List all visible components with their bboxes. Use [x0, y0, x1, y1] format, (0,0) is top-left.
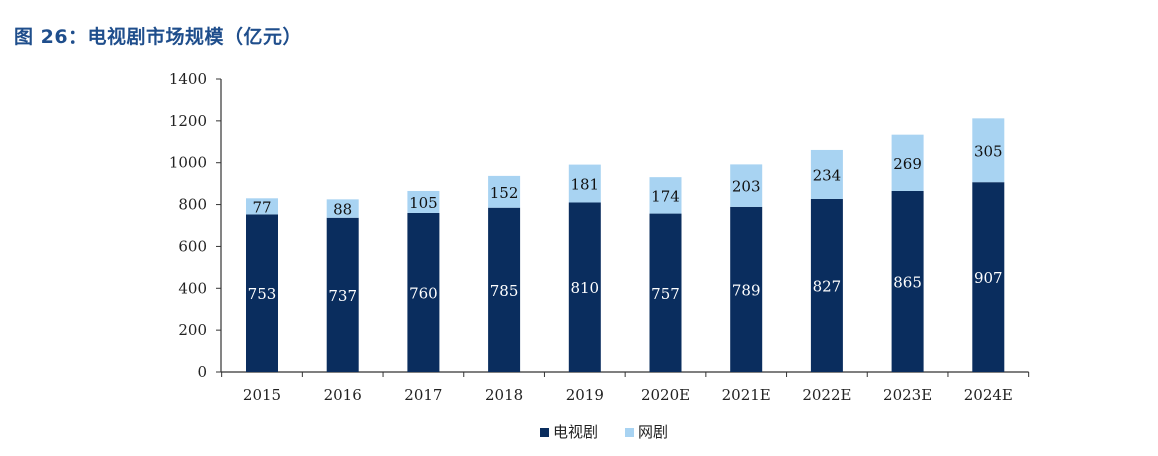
x-tick-label: 2019	[566, 386, 604, 404]
label-web-value: 105	[409, 194, 438, 212]
label-tv-value: 753	[248, 285, 277, 303]
bar-web	[972, 118, 1005, 183]
legend-swatch-tv	[540, 428, 549, 437]
label-tv-value: 789	[732, 281, 761, 299]
label-tv-value: 907	[974, 269, 1003, 287]
bar-web	[568, 164, 601, 203]
label-tv-value: 865	[893, 273, 922, 291]
bars	[246, 118, 1005, 372]
y-tick-label: 800	[178, 196, 207, 214]
bar-web	[488, 175, 521, 208]
label-tv-value: 827	[813, 277, 842, 295]
bar-tv	[246, 214, 278, 372]
y-tick-label: 200	[178, 321, 207, 339]
bar-tv	[407, 212, 440, 372]
axes: 0 200 400 600 800 1000 1200 1400 2015 2016 2017 201…	[169, 70, 1030, 404]
bar-web	[730, 164, 763, 207]
y-tick-label: 1400	[169, 70, 207, 88]
bar-web	[649, 177, 682, 214]
label-web-value: 152	[490, 184, 519, 202]
label-tv-value: 737	[328, 287, 357, 305]
label-web-value: 305	[974, 142, 1003, 160]
label-web-value: 181	[570, 176, 599, 194]
label-tv-value: 757	[651, 285, 680, 303]
legend-label-tv: 电视剧	[553, 423, 598, 441]
bar-tv	[730, 206, 763, 372]
legend-label-web: 网剧	[638, 423, 668, 441]
x-tick-label: 2015	[243, 386, 281, 404]
bar-web	[246, 198, 278, 215]
bar-tv	[326, 217, 359, 372]
label-tv-value: 785	[490, 282, 519, 300]
x-tick-label: 2024E	[964, 386, 1013, 404]
bar-tv	[649, 213, 682, 372]
label-web-value: 77	[252, 198, 271, 216]
label-tv-value: 760	[409, 284, 438, 302]
bar-web	[891, 134, 924, 191]
label-web-value: 234	[813, 166, 842, 184]
x-tick-label: 2017	[404, 386, 442, 404]
y-tick-label: 400	[178, 279, 207, 297]
y-tick-label: 1200	[169, 112, 207, 130]
label-web-value: 203	[732, 178, 761, 196]
bar-tv	[891, 190, 924, 372]
x-tick-label: 2016	[324, 386, 362, 404]
bar-tv	[972, 182, 1005, 372]
bar-tv	[568, 202, 601, 372]
bar-tv	[488, 207, 521, 372]
legend-swatch-web	[625, 428, 634, 437]
y-tick-label: 0	[197, 363, 207, 381]
x-tick-label: 2020E	[641, 386, 690, 404]
x-tick-label: 2023E	[883, 386, 932, 404]
bar-tv	[810, 198, 843, 372]
y-tick-label: 1000	[169, 154, 207, 172]
bar-web	[810, 149, 843, 199]
y-tick-label: 600	[178, 237, 207, 255]
value-labels: 753 77 737 88 760 105 785 152 810 181 757 174 789 203…	[248, 142, 1003, 305]
label-web-value: 174	[651, 187, 680, 205]
label-web-value: 269	[893, 155, 922, 173]
figure-title: 图 26：电视剧市场规模（亿元）	[14, 26, 303, 48]
label-tv-value: 810	[570, 279, 599, 297]
label-web-value: 88	[333, 201, 352, 219]
bar-web	[326, 199, 359, 218]
x-tick-label: 2021E	[722, 386, 771, 404]
legend: 电视剧 网剧	[540, 423, 668, 441]
x-tick-label: 2018	[485, 386, 523, 404]
bar-web	[407, 190, 440, 213]
x-tick-label: 2022E	[802, 386, 851, 404]
